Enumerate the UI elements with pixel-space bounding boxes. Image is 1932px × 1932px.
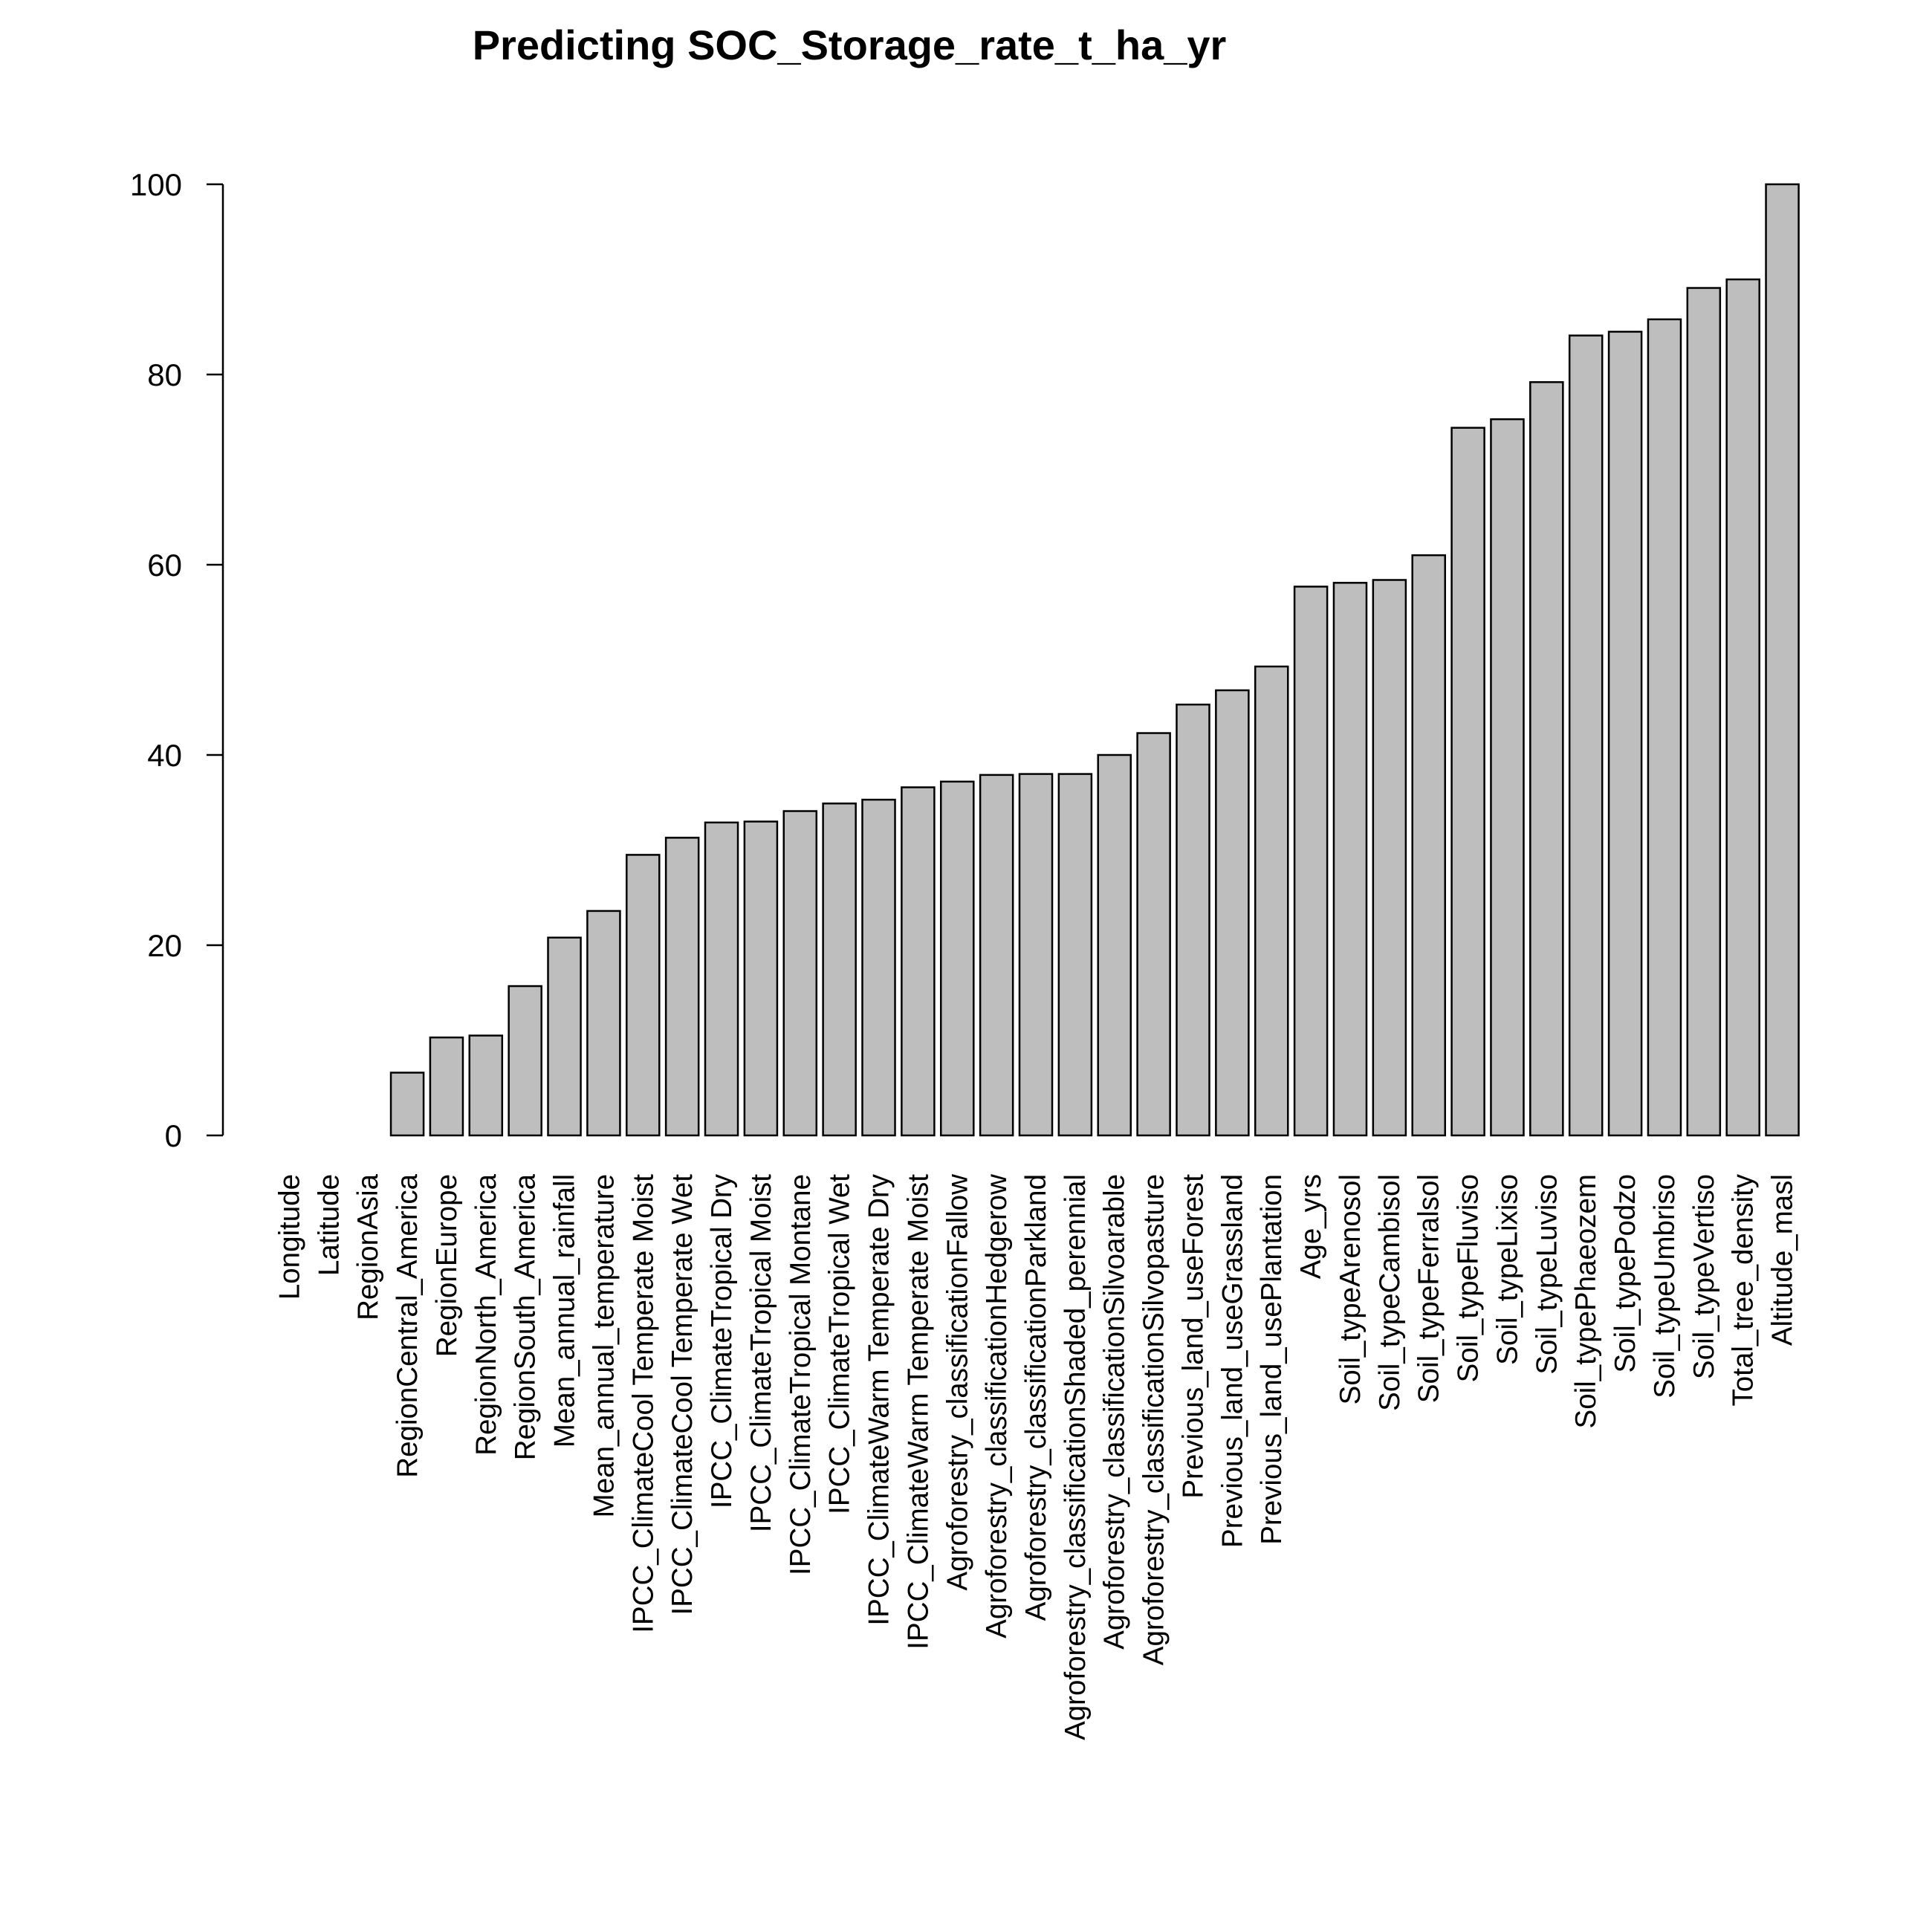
bar xyxy=(626,854,661,1137)
bar xyxy=(1332,582,1368,1137)
bar xyxy=(1686,287,1722,1137)
bar xyxy=(1057,773,1093,1137)
bar xyxy=(1725,278,1760,1137)
x-tick-label: RegionAsia xyxy=(352,1173,384,1320)
bar xyxy=(1018,773,1054,1137)
x-tick-label: IPCC_ClimateCool Temperate Moist xyxy=(627,1174,659,1633)
bar xyxy=(861,798,896,1137)
x-tick-label: IPCC_ClimateCool Temperate Wet xyxy=(667,1174,698,1615)
x-tick-label: IPCC_ClimateTropical Montane xyxy=(785,1174,817,1575)
x-tick-label: Soil_typeLixiso xyxy=(1491,1174,1523,1365)
y-axis: 0 20 40 60 80 100 xyxy=(130,167,224,1153)
bar xyxy=(429,1036,464,1137)
bar xyxy=(1450,427,1485,1137)
x-tick-label: Agroforestry_classificationSilvopasture xyxy=(1138,1174,1170,1665)
bar xyxy=(1293,586,1329,1137)
x-tick-label: Mean_annual_rainfall xyxy=(549,1174,581,1448)
x-tick-label: Mean_annual_temperature xyxy=(588,1174,620,1517)
bar xyxy=(389,1072,425,1137)
bar xyxy=(1097,753,1132,1137)
x-tick-label: IPCC_ClimateTropical Moist xyxy=(745,1174,777,1532)
x-tick-label: Previous_land_useGrassland xyxy=(1216,1174,1248,1548)
x-tick-label: Agroforestry_classificationSilvoarable xyxy=(1099,1174,1131,1650)
bar xyxy=(743,820,779,1137)
bar xyxy=(664,837,700,1137)
x-tick-label: Agroforestry_classificationParkland xyxy=(1020,1174,1052,1621)
x-tick-label: Agroforestry_classificationHedgerow xyxy=(981,1174,1013,1638)
x-tick-label: Latitude xyxy=(313,1174,345,1276)
bar xyxy=(1411,554,1446,1137)
bar xyxy=(822,803,857,1137)
x-tick-label: Soil_typeLuviso xyxy=(1531,1174,1563,1375)
x-tick-label: Previous_land_usePlantation xyxy=(1256,1174,1288,1545)
bar xyxy=(704,821,739,1137)
x-tick-label: Longitude xyxy=(273,1174,305,1300)
bar xyxy=(1529,380,1564,1137)
x-tick-label: IPCC_ClimateWarm Temperate Moist xyxy=(902,1174,934,1650)
bar xyxy=(1372,579,1407,1137)
x-tick-label: Soil_typeCambisol xyxy=(1374,1174,1406,1411)
bar xyxy=(901,786,936,1137)
bar xyxy=(1607,331,1643,1137)
y-tick-label: 20 xyxy=(147,928,182,963)
bar xyxy=(1254,665,1289,1137)
x-tick-label: Soil_typeFerralsol xyxy=(1413,1174,1445,1403)
bars xyxy=(389,183,1800,1137)
x-tick-label: Soil_typeVertiso xyxy=(1688,1174,1720,1379)
bar xyxy=(1490,418,1525,1137)
y-tick-label: 40 xyxy=(147,738,182,773)
x-tick-label: Agroforestry_classificationFallow xyxy=(941,1174,973,1591)
x-tick-label: Soil_typePodzo xyxy=(1610,1174,1641,1373)
bar xyxy=(547,936,582,1137)
x-tick-label: Soil_typeUmbriso xyxy=(1649,1174,1681,1398)
bar xyxy=(508,985,542,1137)
x-tick-label: Age_yrs xyxy=(1295,1174,1327,1279)
x-axis-labels: Longitude Latitude RegionAsia RegionCentral… xyxy=(273,1173,1798,1740)
y-tick-label: 60 xyxy=(147,548,182,583)
x-tick-label: RegionNorth_America xyxy=(470,1173,502,1455)
x-tick-label: Soil_typeFluviso xyxy=(1453,1174,1485,1382)
x-tick-label: IPCC_ClimateWarm Temperate Dry xyxy=(863,1173,895,1625)
chart-title: Predicting SOC_Storage_rate_t_ha_yr xyxy=(473,22,1227,68)
bar xyxy=(1765,183,1800,1137)
bar xyxy=(979,774,1014,1137)
x-tick-label: RegionSouth_America xyxy=(510,1173,542,1460)
x-tick-label: Total_tree_density xyxy=(1728,1173,1760,1406)
y-tick-label: 0 xyxy=(165,1118,182,1153)
x-tick-label: Altitude_masl xyxy=(1767,1174,1799,1346)
bar xyxy=(1647,318,1682,1137)
x-tick-label: Previous_land_useForest xyxy=(1177,1174,1209,1499)
x-tick-label: IPCC_ClimateTropical Wet xyxy=(824,1174,856,1514)
x-tick-label: IPCC_ClimateTropical Dry xyxy=(706,1173,738,1508)
x-tick-label: RegionCentral_America xyxy=(392,1173,424,1477)
bar xyxy=(1215,689,1250,1137)
y-tick-label: 100 xyxy=(130,167,182,202)
bar xyxy=(586,910,621,1137)
x-tick-label: RegionEurope xyxy=(431,1174,463,1357)
bar xyxy=(1176,703,1210,1137)
bar xyxy=(1568,334,1604,1137)
y-tick-label: 80 xyxy=(147,357,182,392)
bar xyxy=(939,780,975,1137)
bar xyxy=(468,1034,504,1137)
x-tick-label: Soil_typePhaeozem xyxy=(1570,1174,1602,1428)
bar xyxy=(1136,732,1171,1137)
bar xyxy=(782,810,818,1137)
x-tick-label: Agroforestry_classificationShaded_perenn… xyxy=(1060,1174,1092,1740)
x-tick-label: Soil_typeArenosol xyxy=(1335,1174,1367,1404)
